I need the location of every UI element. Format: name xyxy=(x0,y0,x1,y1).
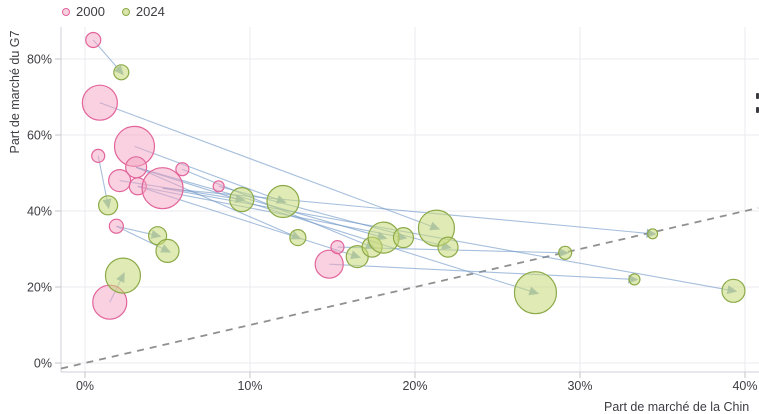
bubble-2024[interactable] xyxy=(155,238,180,263)
series-2024-bubbles xyxy=(97,64,746,315)
bubble-2024[interactable] xyxy=(97,195,119,216)
bubble-2000[interactable] xyxy=(85,31,102,49)
x-tick-label: 20% xyxy=(402,379,427,393)
y-tick-label: 40% xyxy=(27,204,52,218)
tick-labels: 0% 10% 20% 30% 40% 0% 20% 40% 60% 80% xyxy=(27,52,758,393)
bubble-2024[interactable] xyxy=(513,271,558,315)
bubble-2000[interactable] xyxy=(175,162,190,177)
legend-marker-2024-icon xyxy=(121,7,130,16)
series-2000-bubbles xyxy=(81,31,345,320)
bubble-2000[interactable] xyxy=(108,169,132,193)
legend-item-2024[interactable]: 2024 xyxy=(121,4,165,19)
bubble-2024[interactable] xyxy=(646,228,659,240)
gridlines xyxy=(61,27,759,372)
trajectory-arrowheads xyxy=(102,64,738,296)
trajectory-lines xyxy=(92,39,734,303)
y-tick-label: 80% xyxy=(27,52,52,66)
legend-label-2024: 2024 xyxy=(135,4,165,19)
y-tick-label: 60% xyxy=(27,128,52,142)
bubble-2000[interactable] xyxy=(314,249,344,279)
axis-ticks xyxy=(55,58,746,378)
bubble-2024[interactable] xyxy=(558,245,573,260)
y-tick-label: 0% xyxy=(34,356,52,370)
legend-label-2000: 2000 xyxy=(76,4,105,19)
bubble-2000[interactable] xyxy=(108,218,124,234)
bubble-2024[interactable] xyxy=(289,229,307,247)
legend-item-2000[interactable]: 2000 xyxy=(62,4,105,19)
clipped-annotation-fragment xyxy=(756,93,759,99)
bubble-2024[interactable] xyxy=(721,278,746,303)
axis-lines xyxy=(60,27,759,373)
y-tick-label: 20% xyxy=(27,280,52,294)
bubble-2024[interactable] xyxy=(113,64,130,81)
bubble-2024[interactable] xyxy=(628,273,641,286)
bubble-2000[interactable] xyxy=(81,84,118,121)
legend-marker-2000-icon xyxy=(62,7,70,16)
parity-dashed-line xyxy=(60,207,759,370)
bubble-2024[interactable] xyxy=(104,257,142,294)
x-tick-label: 30% xyxy=(567,379,592,393)
x-axis-title: Part de marché de la Chin xyxy=(604,400,750,414)
bubble-2000[interactable] xyxy=(212,180,225,193)
bubble-2024[interactable] xyxy=(437,236,459,258)
bubble-2024[interactable] xyxy=(266,184,300,219)
clipped-annotation-fragment xyxy=(756,107,759,113)
bubble-2000[interactable] xyxy=(330,240,345,255)
x-tick-label: 0% xyxy=(76,379,94,393)
chart-legend: 2000 2024 xyxy=(62,4,165,19)
bubble-2000[interactable] xyxy=(91,148,106,163)
bubble-2024[interactable] xyxy=(392,227,415,249)
x-tick-label: 40% xyxy=(732,379,757,393)
bubble-2000[interactable] xyxy=(141,167,184,210)
bubble-2024[interactable] xyxy=(229,187,255,213)
x-tick-label: 10% xyxy=(237,379,262,393)
y-axis-title: Part de marché du G7 xyxy=(8,30,22,154)
